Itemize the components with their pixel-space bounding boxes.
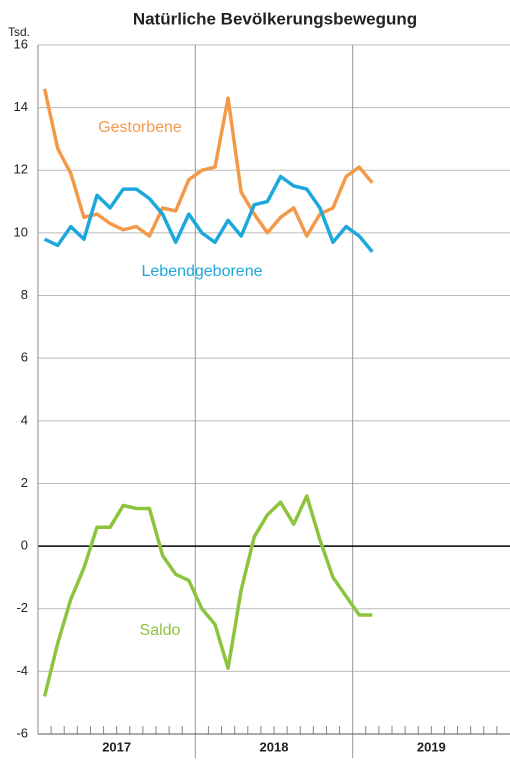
x-tick-label: 2017	[102, 739, 131, 754]
y-tick-label: 16	[14, 36, 28, 51]
y-tick-label: 8	[21, 287, 28, 302]
series-label: Gestorbene	[98, 119, 182, 136]
y-tick-label: 2	[21, 475, 28, 490]
x-tick-label: 2019	[417, 739, 446, 754]
y-tick-label: -4	[16, 663, 28, 678]
chart-title: Natürliche Bevölkerungsbewegung	[133, 9, 417, 28]
y-tick-label: 12	[14, 162, 28, 177]
series-label: Saldo	[140, 622, 181, 639]
y-tick-label: 10	[14, 224, 28, 239]
x-tick-label: 2018	[260, 739, 289, 754]
y-tick-label: -2	[16, 600, 28, 615]
series-line	[42, 88, 374, 238]
series-line	[43, 174, 374, 253]
y-tick-label: -6	[16, 725, 28, 740]
y-tick-label: 4	[21, 412, 28, 427]
y-unit: Tsd.	[8, 25, 30, 39]
series-line	[42, 494, 373, 697]
y-tick-label: 14	[14, 99, 28, 114]
y-tick-label: 6	[21, 350, 28, 365]
y-tick-label: 0	[21, 538, 28, 553]
series-label: Lebendgeborene	[141, 263, 262, 280]
